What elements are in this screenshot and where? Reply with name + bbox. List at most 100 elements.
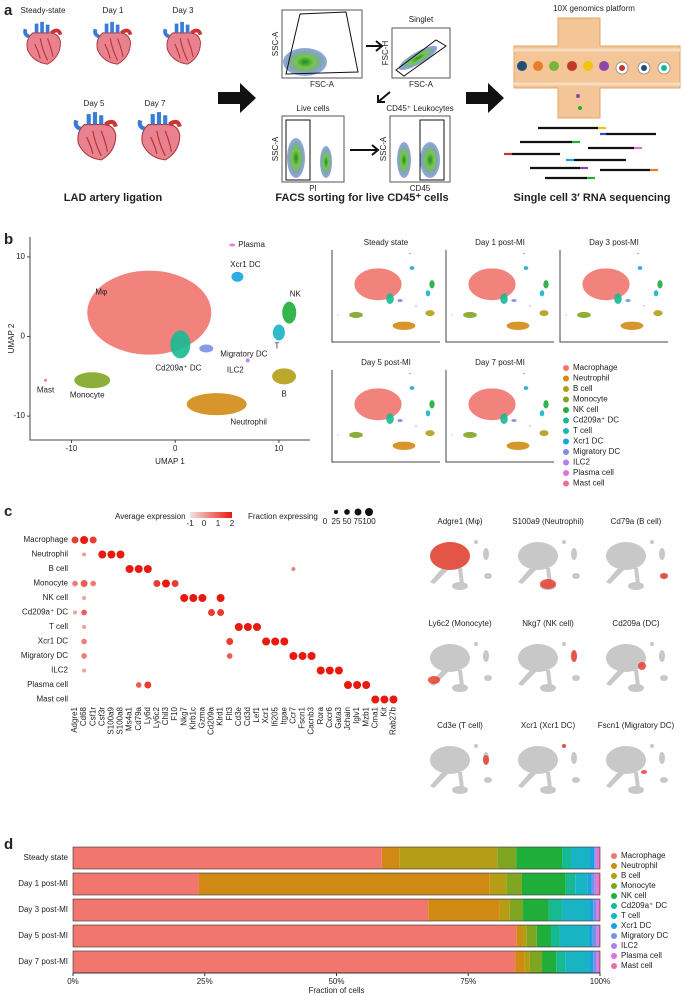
- feature-title: Cd79a (B cell): [611, 517, 662, 526]
- axis-line: [559, 250, 668, 343]
- cluster: [415, 305, 417, 307]
- axis-line: [331, 370, 440, 463]
- feature-umap: [606, 540, 668, 590]
- colorbar-tick-label: 1: [216, 519, 221, 528]
- x-tick-label: 75%: [460, 977, 476, 986]
- cluster: [44, 378, 48, 382]
- category-label: Day 3 post-MI: [18, 905, 68, 914]
- feature-highlight: [641, 770, 647, 774]
- gene-label: Itgae: [279, 706, 288, 724]
- channel: [513, 17, 681, 119]
- cluster-label: Neutrophil: [230, 417, 267, 426]
- cluster: [543, 400, 549, 409]
- cluster: [463, 431, 477, 438]
- bead: [533, 61, 543, 71]
- dot: [291, 567, 296, 571]
- dot: [334, 666, 343, 675]
- cluster: [186, 393, 247, 416]
- legend-swatch: [611, 863, 617, 869]
- gene-label: Cd3d: [243, 707, 252, 726]
- bar-segment: [597, 873, 600, 895]
- gene-label: Mzb1: [361, 706, 370, 726]
- legend-label: Mast cell: [621, 961, 653, 970]
- heart-icon: [93, 20, 133, 66]
- legend-swatch: [563, 459, 569, 466]
- axis-line: [445, 250, 554, 343]
- cluster: [614, 293, 622, 305]
- cluster: [539, 410, 545, 417]
- cluster: [170, 330, 191, 359]
- dot: [271, 637, 280, 646]
- legend-swatch: [563, 396, 569, 403]
- dot: [81, 638, 87, 645]
- panel-label: b: [4, 231, 13, 248]
- facs-cloud: [287, 138, 305, 178]
- row-label: B cell: [48, 564, 68, 573]
- gene-label: Iglv1: [352, 706, 361, 723]
- legend-swatch: [611, 963, 617, 969]
- dot: [208, 609, 215, 616]
- dot: [80, 536, 89, 544]
- dot: [189, 594, 198, 602]
- dot: [226, 638, 234, 645]
- dot: [362, 681, 371, 689]
- timepoint-label: Day 7: [145, 99, 166, 108]
- legend-title: Fraction expressing: [248, 512, 318, 521]
- facs-gate-title: CD45⁺ Leukocytes: [386, 104, 453, 113]
- colorbar-tick-label: 2: [230, 519, 235, 528]
- dot: [180, 594, 189, 602]
- dot: [262, 637, 271, 646]
- x-tick-label: 50%: [328, 977, 344, 986]
- gene-label: Rora: [316, 706, 325, 724]
- timepoint-title: Day 3 post-MI: [589, 238, 639, 247]
- timepoint-label: Steady-state: [21, 6, 66, 15]
- bar-segment: [591, 873, 595, 895]
- bar-segment: [598, 899, 600, 921]
- cluster: [408, 253, 412, 255]
- feature-title: Nkg7 (NK cell): [522, 619, 574, 628]
- gene-label: Csf3r: [97, 707, 106, 726]
- caption: FACS sorting for live CD45⁺ cells: [275, 192, 448, 204]
- bead: [583, 61, 593, 71]
- cluster: [349, 311, 363, 318]
- cluster-label: Xcr1 DC: [230, 260, 260, 269]
- cluster: [529, 425, 531, 427]
- timepoint-label: Day 1: [103, 6, 124, 15]
- colorbar-tick-label: -1: [186, 519, 194, 528]
- cell-dot: [576, 94, 580, 98]
- facs-axis-label: FSC-H: [381, 41, 390, 66]
- cluster: [245, 358, 250, 363]
- bar-segment: [524, 951, 530, 973]
- cluster: [463, 311, 477, 318]
- cluster: [468, 268, 516, 301]
- facs-cloud: [283, 48, 327, 76]
- feature-highlight: [562, 744, 566, 748]
- gene-label: Ifi205: [270, 706, 279, 726]
- legend-swatch: [563, 428, 569, 434]
- gene-label: Klrd1: [216, 706, 225, 725]
- axis-line: [445, 370, 554, 463]
- row-label: Xcr1 DC: [38, 637, 68, 646]
- dot: [316, 666, 325, 675]
- bar-outline: [72, 846, 601, 870]
- size-key-label: 50: [343, 517, 352, 526]
- gene-label: Csf1r: [88, 707, 97, 726]
- row-label: NK cell: [43, 593, 69, 602]
- dot: [217, 609, 225, 616]
- dot: [90, 580, 97, 587]
- cluster-label: Mast: [37, 385, 55, 394]
- heart-icon: [76, 112, 116, 160]
- bar-segment: [594, 847, 596, 869]
- bar-segment: [592, 925, 597, 947]
- row-label: Cd209a⁺ DC: [22, 608, 68, 617]
- cluster: [577, 311, 591, 318]
- gene-label: Cma1: [370, 706, 379, 728]
- dot: [307, 652, 316, 660]
- dot: [98, 550, 107, 559]
- size-key: [334, 510, 338, 514]
- timepoint-title: Day 1 post-MI: [475, 238, 525, 247]
- dot: [82, 552, 87, 557]
- cluster: [231, 271, 244, 282]
- legend-label: Plasma cell: [621, 951, 662, 960]
